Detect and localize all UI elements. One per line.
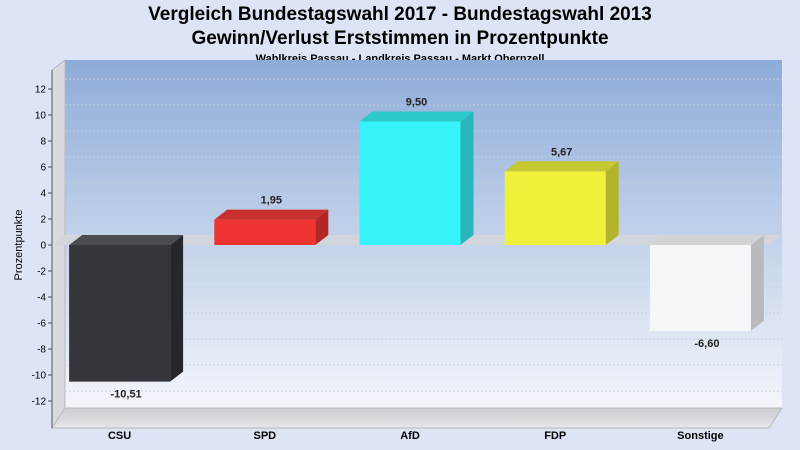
plot-floor [51,407,783,429]
y-tick-label: 0 [40,241,46,252]
y-tick-label: 4 [40,189,46,200]
data-label: 1,95 [261,195,282,207]
y-tick-label: -10 [32,371,47,382]
bar-side [315,209,329,245]
y-tick-label: 12 [35,85,47,96]
y-tick-label: -4 [37,293,46,304]
y-tick-label: -12 [32,397,47,408]
x-tick-label: FDP [544,430,566,442]
bar-top [504,161,619,172]
bar [504,171,606,245]
bar-top [69,235,184,245]
bar-side [170,235,184,382]
y-tick-label: 8 [40,137,46,148]
bar-top [214,209,329,220]
bar-side [460,111,474,245]
bar [359,121,461,245]
chart-subtitle: Gewinn/Verlust Erststimmen in Prozentpun… [191,28,609,49]
bar-top [359,111,474,122]
y-tick-label: 2 [40,215,46,226]
data-label: -10,51 [110,389,141,401]
x-tick-label: AfD [400,430,420,442]
bar-top [649,235,764,245]
y-tick-label: 10 [35,111,47,122]
x-tick-label: Sonstige [677,430,723,442]
bar-side [605,161,619,245]
x-tick-label: SPD [253,430,276,442]
bar [69,245,171,382]
y-tick-label: 6 [40,163,46,174]
bar-side [750,235,764,331]
bar [214,219,316,245]
y-tick-label: -8 [37,345,46,356]
bar [649,245,751,331]
data-label: -6,60 [694,338,719,350]
data-label: 5,67 [551,146,572,158]
y-tick-label: -2 [37,267,46,278]
y-axis-title: Prozentpunkte [13,210,25,281]
x-tick-label: CSU [108,430,131,442]
chart-title: Vergleich Bundestagswahl 2017 - Bundesta… [148,4,652,25]
y-tick-label: -6 [37,319,46,330]
data-label: 9,50 [406,97,427,109]
